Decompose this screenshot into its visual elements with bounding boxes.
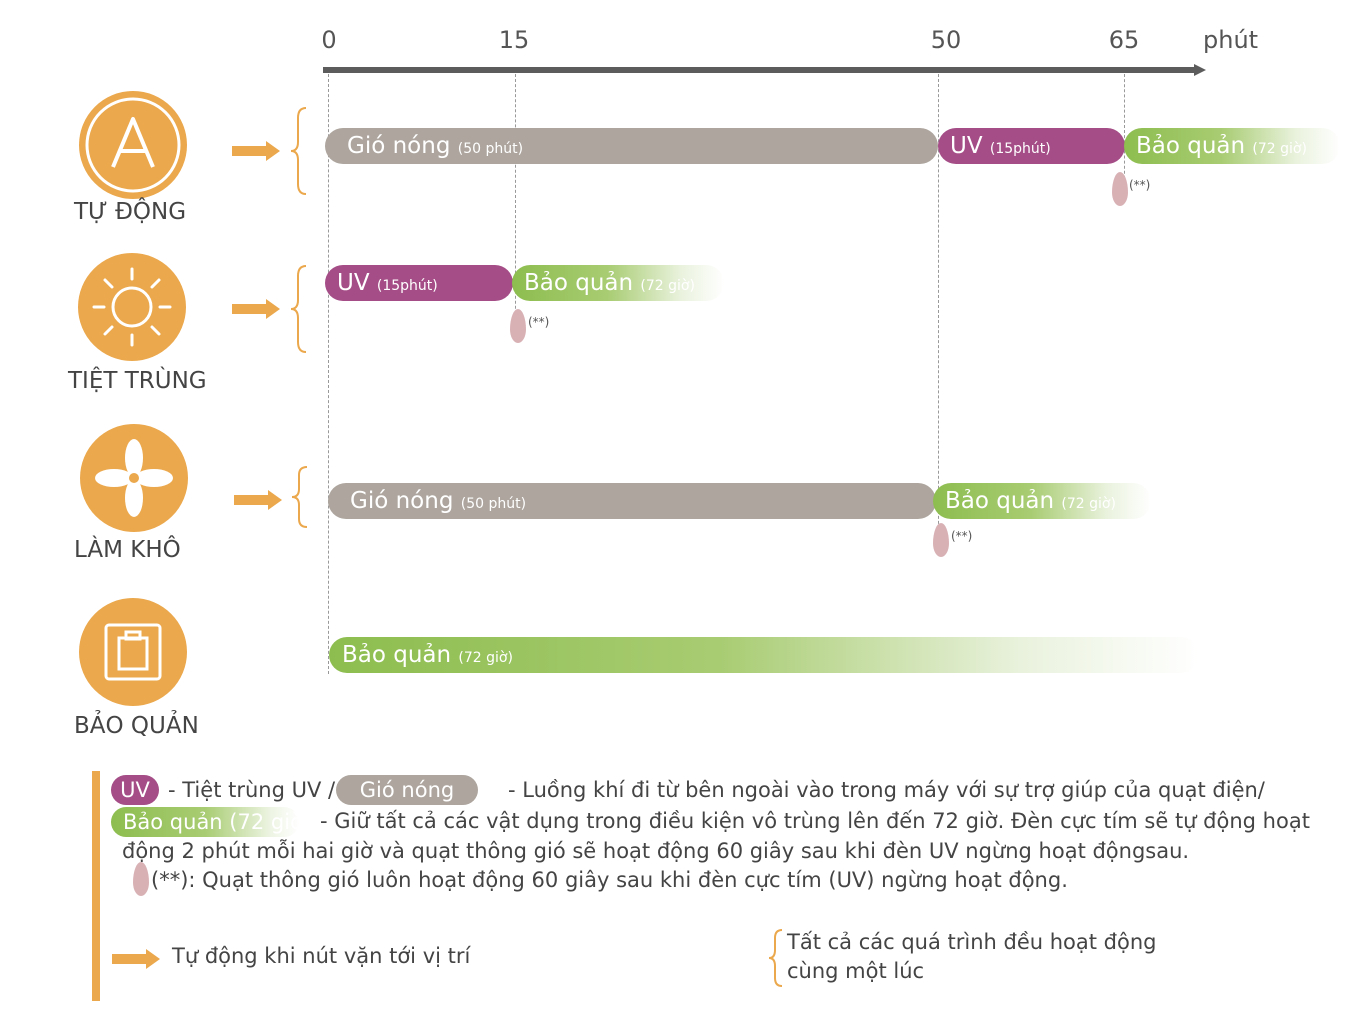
bar-uv: UV (15phút) [938,128,1125,164]
bar-label: Gió nóng [350,488,454,514]
guide-line-65 [1124,74,1125,184]
brace-icon [290,107,307,195]
storage-icon [79,598,187,706]
bar-storage: Bảo quản (72 giờ) [933,483,1151,519]
fan-note-mark: (**) [951,529,973,543]
bar-label: Bảo quản [524,270,634,296]
bar-label: Gió nóng [347,133,451,159]
bar-label: Bảo quản [1136,133,1246,159]
bar-uv: UV (15phút) [325,265,513,301]
bar-duration: (15phút) [376,278,438,294]
bar-label: Bảo quản [945,488,1055,514]
auto-a-icon [79,91,187,199]
arrow-icon [232,141,280,161]
bar-hot-air: Gió nóng (50 phút) [325,128,938,164]
brace-icon [768,929,783,987]
bar-label: Bảo quản [342,642,452,668]
legend-uv-desc: - Tiệt trùng UV / [168,778,336,802]
fan-note-mark: (**) [1129,178,1151,192]
fan-leaf-icon [133,862,149,896]
mode-label-auto: TỰ ĐỘNG [73,199,187,225]
bar-duration: (15phút) [989,141,1051,157]
brace-icon [290,265,307,353]
legend-uv-pill: UV [111,775,159,805]
axis-line [323,67,1196,73]
legend-store-desc-1: - Giữ tất cả các vật dụng trong điều kiệ… [320,809,1310,833]
fan-icon [80,424,188,532]
legend-hot-desc: - Luồng khí đi từ bên ngoài vào trong má… [508,778,1265,802]
bar-duration: (50 phút) [460,496,527,512]
mode-label-dry: LÀM KHÔ [74,537,181,563]
fan-leaf-icon [1112,172,1128,206]
bar-storage: Bảo quản (72 giờ) [1124,128,1340,164]
brace-icon [291,466,308,528]
legend-arrow-desc: Tự động khi nút vặn tới vị trí [172,944,471,968]
mode-label-storage: BẢO QUẢN [74,713,199,739]
legend-brace-desc-2: cùng một lúc [787,959,925,983]
guide-line-0 [328,74,329,674]
fan-leaf-icon [933,523,949,557]
tick-50: 50 [930,26,962,54]
legend-brace-desc-1: Tất cả các quá trình đều hoạt động [787,930,1157,954]
arrow-icon [232,299,280,319]
fan-leaf-icon [510,309,526,343]
bar-storage: Bảo quản (72 giờ) [329,637,1199,673]
bar-duration: (72 giờ) [1061,496,1116,512]
guide-line-15 [515,74,516,334]
bar-hot-air: Gió nóng (50 phút) [328,483,936,519]
bar-storage: Bảo quản (72 giờ) [512,265,724,301]
bar-duration: (72 giờ) [1252,141,1307,157]
tick-0: 0 [321,26,337,54]
bar-label: UV [337,270,370,296]
sun-icon [78,253,186,361]
guide-line-50 [938,74,939,544]
legend-hot-pill: Gió nóng [336,775,478,805]
bar-duration: (72 giờ) [640,278,695,294]
tick-15: 15 [498,26,530,54]
tick-65: 65 [1108,26,1140,54]
arrow-icon [234,490,282,510]
legend-fan-note: (**): Quạt thông gió luôn hoạt động 60 g… [151,868,1068,892]
mode-label-sterilize: TIỆT TRÙNG [68,368,207,394]
legend-store-pill: Bảo quản (72 giờ) [111,807,299,837]
bar-duration: (50 phút) [457,141,524,157]
axis-arrowhead-icon [1194,64,1206,76]
fan-note-mark: (**) [528,315,550,329]
arrow-icon [112,949,160,969]
legend-accent-bar [92,771,100,1001]
bar-duration: (72 giờ) [458,650,513,666]
bar-label: UV [950,133,983,159]
axis-unit: phút [1203,26,1259,54]
legend-store-desc-2: động 2 phút mỗi hai giờ và quạt thông gi… [122,839,1190,863]
